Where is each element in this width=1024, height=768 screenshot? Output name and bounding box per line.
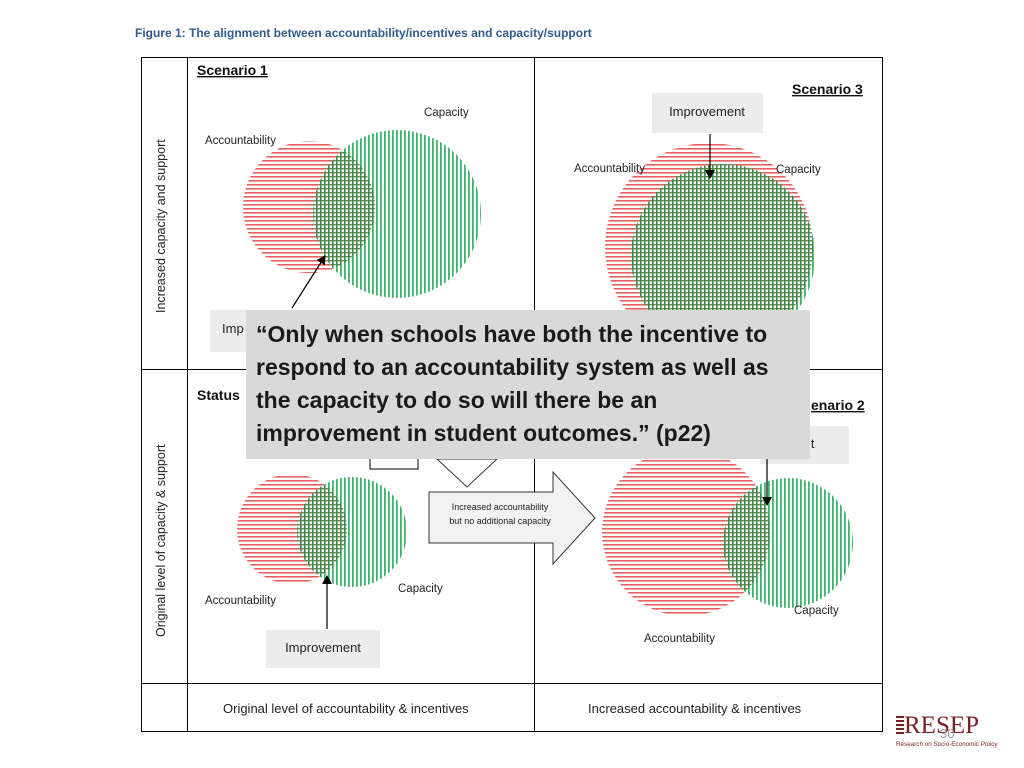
scenario-1: Scenario 1 Accountability Capacity Imp [197, 62, 481, 352]
scenario-2-accountability-circle [602, 448, 770, 616]
scenario-2-accountability-label: Accountability [644, 633, 715, 645]
scenario-1-capacity-label: Capacity [424, 107, 469, 119]
status-quo-improvement-box [266, 630, 380, 668]
scenario-3-accountability-label: Accountability [574, 163, 645, 175]
scenario-2-title: enario 2 [811, 397, 865, 413]
down-arrow-icon [435, 458, 499, 488]
status-quo-title: Status [197, 387, 240, 403]
scenario-2-capacity-label: Capacity [794, 605, 839, 617]
scenario-3-title: Scenario 3 [792, 81, 863, 97]
quote-callout: “Only when schools have both the incenti… [246, 310, 810, 459]
x-axis-left-label: Original level of accountability & incen… [223, 701, 469, 716]
scenario-3-improvement-label: Improvement [669, 104, 745, 119]
logo-tagline: Research on Socio-Economic Policy [896, 741, 998, 748]
status-quo-accountability-label: Accountability [205, 595, 276, 607]
scenario-3-capacity-label: Capacity [776, 164, 821, 176]
page-number: 30 [940, 726, 955, 741]
scenario-3: Scenario 3 Accountability Capacity Impro… [574, 81, 863, 351]
logo-bars-icon [896, 716, 904, 736]
scenario-1-arrow [291, 255, 326, 309]
scenario-1-title: Scenario 1 [197, 62, 268, 78]
figure-title: Figure 1: The alignment between accounta… [135, 26, 592, 40]
scenario-2: enario 2 Accountability Capacity ment [602, 397, 865, 645]
status-quo-capacity-label: Capacity [398, 583, 443, 595]
logo-name: RESEP [904, 712, 980, 739]
scenario-1-accountability-label: Accountability [205, 135, 276, 147]
status-quo-overlap [297, 477, 347, 584]
scenario-1-improvement-box [210, 310, 246, 352]
y-axis-bottom-label: Original level of capacity & support [154, 444, 168, 637]
resep-logo: RESEP Research on Socio-Economic Policy [896, 712, 1008, 752]
right-arrow-icon [428, 470, 596, 566]
accountability-arrow: Increased accountability but no addition… [428, 470, 596, 566]
scenario-3-improvement-box [652, 93, 763, 133]
arrow-label-line1: Increased accountability [452, 502, 549, 512]
scenario-1-improvement-label: Imp [222, 321, 244, 336]
arrow-label-line2: but no additional capacity [449, 516, 551, 526]
status-quo-improvement-label: Improvement [285, 640, 361, 655]
scenario-3-overlap [631, 164, 813, 348]
x-axis-right-label: Increased accountability & incentives [588, 701, 802, 716]
y-axis-top-label: Increased capacity and support [154, 139, 168, 313]
